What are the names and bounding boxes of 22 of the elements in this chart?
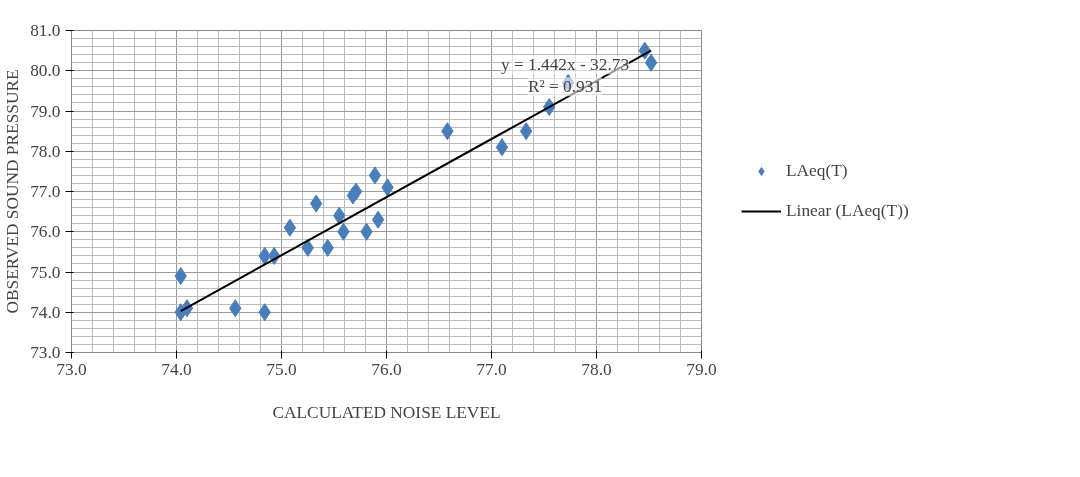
annotation: y = 1.442x - 32.73 bbox=[500, 55, 630, 75]
y-axis-title: OBSERVED SOUND PRESSURE bbox=[3, 69, 23, 314]
y-tick-label: 73.0 bbox=[30, 343, 61, 362]
x-tick-label: 79.0 bbox=[686, 359, 717, 379]
x-tick-label: 76.0 bbox=[371, 359, 402, 379]
y-tick-label: 78.0 bbox=[30, 141, 61, 161]
x-tick-label: 74.0 bbox=[161, 359, 192, 379]
x-axis-title: CALCULATED NOISE LEVEL bbox=[272, 402, 501, 422]
legend-label: Linear (LAeq(T)) bbox=[786, 201, 909, 221]
y-tick-label: 79.0 bbox=[30, 101, 61, 121]
x-tick-label: 78.0 bbox=[581, 359, 612, 379]
legend-label: LAeq(T) bbox=[786, 161, 848, 181]
x-tick-label: 73.0 bbox=[56, 359, 87, 379]
y-tick-label: 75.0 bbox=[30, 262, 61, 282]
y-tick-label: 74.0 bbox=[30, 302, 61, 322]
x-tick-label: 77.0 bbox=[476, 359, 507, 379]
x-tick-label: 75.0 bbox=[266, 359, 297, 379]
y-tick-label: 76.0 bbox=[30, 222, 61, 242]
y-tick-label: 81.0 bbox=[30, 21, 61, 40]
annotation: R² = 0.931 bbox=[527, 77, 603, 97]
y-tick-label: 77.0 bbox=[30, 182, 61, 201]
y-tick-label: 80.0 bbox=[30, 61, 61, 81]
